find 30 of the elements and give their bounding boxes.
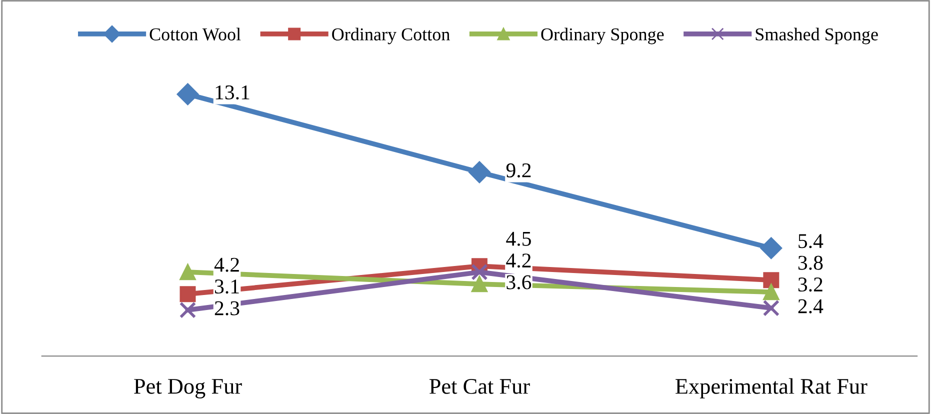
data-label: 3.8 [798,256,823,270]
x-tick-label: Pet Cat Fur [429,378,530,394]
data-label: 5.4 [798,234,824,248]
legend-label: Ordinary Sponge [541,28,664,44]
point [176,83,199,106]
legend-label: Smashed Sponge [756,28,878,44]
point [471,264,488,280]
data-label: 4.2 [506,254,531,268]
point [763,284,780,300]
point [179,302,196,318]
point [762,300,780,316]
data-label: 3.2 [798,278,822,292]
point [180,264,196,280]
point [763,272,780,288]
x-tick-label: Experimental Rat Fur [676,378,868,398]
point [180,286,196,302]
legend-label: Cotton Wool [150,28,241,41]
data-label: 3.1 [215,280,239,294]
data-label: 9.2 [506,163,531,178]
data-label: 4.2 [214,258,239,272]
x-tick-label: Pet Dog Fur [134,379,242,398]
data-label: 4.5 [506,232,531,246]
point [471,276,488,292]
data-label: 13.1 [216,85,250,100]
data-label: 2.3 [214,301,240,316]
data-label: 3.6 [506,275,532,290]
point [760,237,782,259]
legend-label: Ordinary Cotton [332,28,450,44]
data-label: 2.4 [798,299,824,314]
point [468,161,490,184]
